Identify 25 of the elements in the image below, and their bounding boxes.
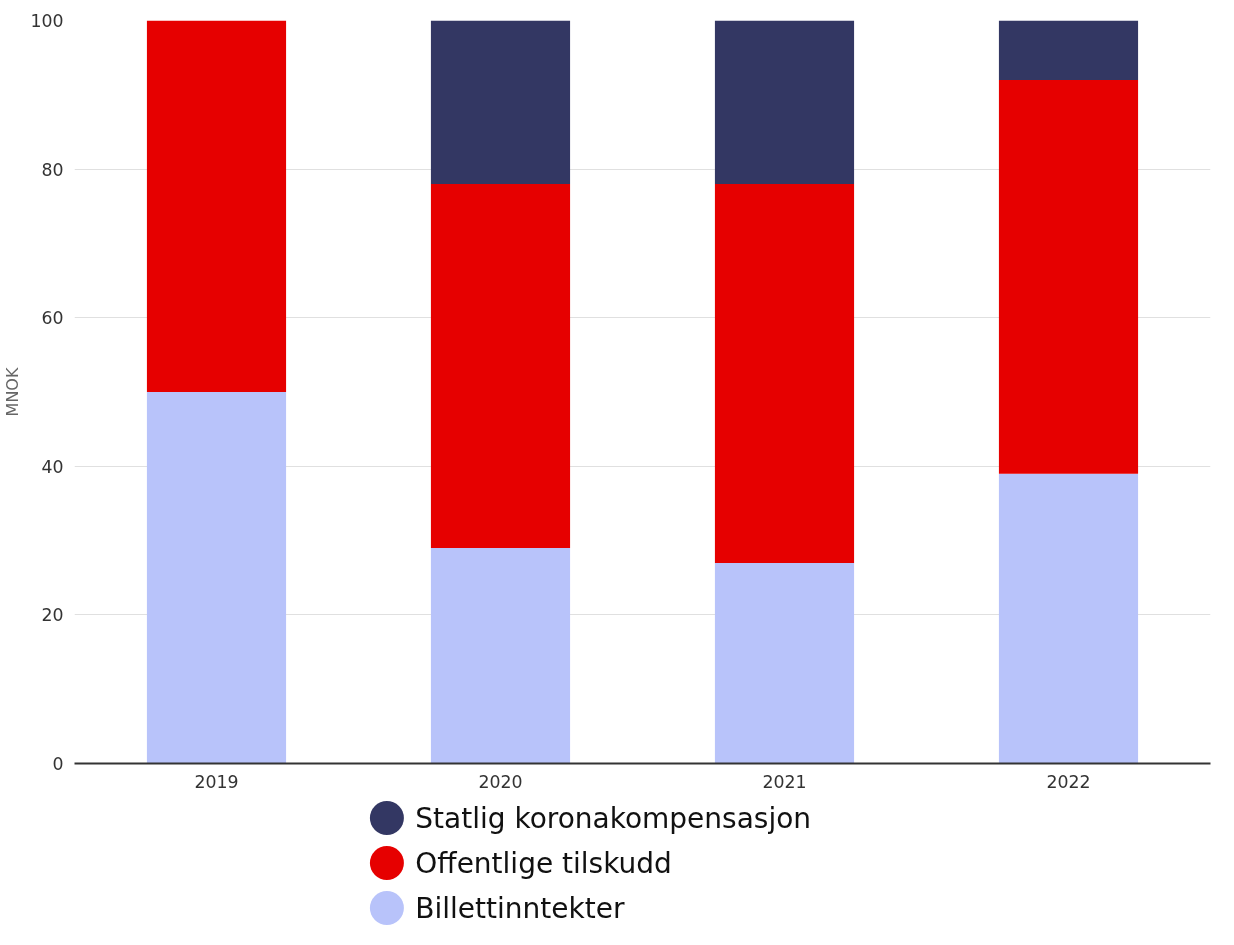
y-tick-label: 100 bbox=[30, 11, 64, 31]
bar bbox=[714, 562, 855, 764]
bar bbox=[714, 20, 855, 184]
bar bbox=[146, 20, 287, 392]
bar bbox=[998, 20, 1139, 80]
y-tick-label: 80 bbox=[41, 159, 64, 180]
x-tick-label: 2020 bbox=[478, 771, 523, 792]
bar bbox=[430, 548, 571, 764]
legend-label: Statlig koronakompensasjon bbox=[415, 801, 812, 835]
bar bbox=[430, 20, 571, 184]
x-tick-label: 2021 bbox=[762, 771, 807, 792]
y-tick-label: 60 bbox=[41, 308, 64, 329]
y-tick-label: 40 bbox=[41, 456, 64, 477]
bar bbox=[714, 183, 855, 563]
y-tick-label: 20 bbox=[41, 605, 64, 626]
y-axis-title: MNOK bbox=[3, 367, 23, 417]
bar bbox=[146, 392, 287, 764]
bar bbox=[998, 79, 1139, 474]
y-tick-label: 0 bbox=[52, 754, 64, 774]
x-tick-label: 2019 bbox=[194, 771, 239, 792]
bar bbox=[998, 473, 1139, 764]
x-tick-label: 2022 bbox=[1046, 771, 1091, 792]
legend-label: Billettinntekter bbox=[415, 891, 625, 925]
bar bbox=[430, 183, 571, 549]
legend-label: Offentlige tilskudd bbox=[415, 846, 672, 880]
